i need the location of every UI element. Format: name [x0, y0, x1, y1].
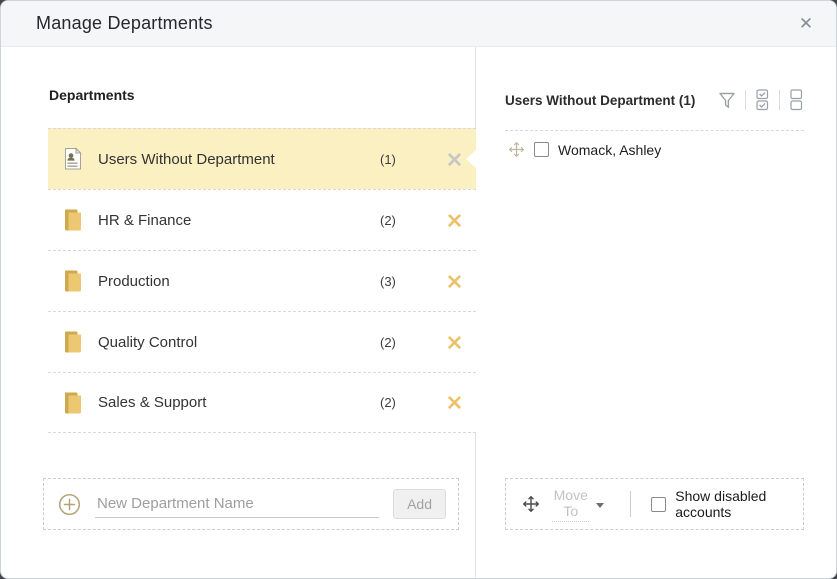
- department-name: Sales & Support: [98, 394, 207, 411]
- delete-department-icon[interactable]: [432, 152, 476, 167]
- users-panel-header: Users Without Department (1): [505, 89, 804, 111]
- users-panel-title: Users Without Department (1): [505, 92, 696, 108]
- move-to-dropdown[interactable]: Move To: [552, 487, 605, 522]
- users-panel-footer: Move To Show disabled accounts: [505, 478, 804, 530]
- departments-heading: Departments: [49, 87, 135, 103]
- chevron-down-icon: [596, 502, 605, 508]
- departments-panel: Departments Users Without: [1, 47, 476, 578]
- department-count: (2): [380, 334, 396, 350]
- department-row-sales-support[interactable]: Sales & Support (2): [48, 372, 476, 433]
- department-row-production[interactable]: Production (3): [48, 250, 476, 311]
- folder-icon: [61, 330, 85, 354]
- footer-divider: [630, 491, 632, 517]
- department-count: (2): [380, 212, 396, 228]
- move-to-label: Move To: [552, 487, 590, 522]
- show-disabled-checkbox[interactable]: [651, 496, 667, 512]
- filter-icon[interactable]: [718, 91, 736, 110]
- user-card-icon: [61, 147, 85, 171]
- department-count: (3): [380, 273, 396, 289]
- folder-icon: [61, 391, 85, 415]
- add-department-button[interactable]: Add: [393, 489, 446, 519]
- delete-department-icon[interactable]: [432, 213, 476, 228]
- department-row-hr-finance[interactable]: HR & Finance (2): [48, 189, 476, 250]
- toolbar-divider: [745, 90, 746, 110]
- deselect-all-icon[interactable]: [789, 89, 804, 111]
- dialog-header: Manage Departments ✕: [1, 1, 836, 47]
- department-row-users-without-department[interactable]: Users Without Department (1): [48, 128, 476, 189]
- department-count: (2): [380, 395, 396, 410]
- delete-department-icon[interactable]: [432, 395, 476, 410]
- show-disabled-accounts-toggle[interactable]: Show disabled accounts: [651, 488, 787, 520]
- department-name: Production: [98, 272, 170, 290]
- department-name: Quality Control: [98, 333, 198, 351]
- users-list-divider: [505, 130, 804, 131]
- delete-department-icon[interactable]: [432, 274, 476, 289]
- department-list: Users Without Department (1) HR & Finan: [48, 128, 476, 433]
- department-name: HR & Finance: [98, 211, 192, 229]
- user-checkbox[interactable]: [534, 142, 549, 157]
- department-row-quality-control[interactable]: Quality Control (2): [48, 311, 476, 372]
- department-count: (1): [380, 151, 396, 167]
- move-icon: [522, 495, 540, 513]
- user-row[interactable]: Womack, Ashley: [505, 131, 804, 158]
- user-name: Womack, Ashley: [558, 141, 662, 158]
- folder-icon: [61, 208, 85, 232]
- department-name: Users Without Department: [98, 150, 275, 168]
- delete-department-icon[interactable]: [432, 335, 476, 350]
- select-all-icon[interactable]: [755, 89, 770, 111]
- new-department-box: Add: [43, 478, 459, 530]
- new-department-input[interactable]: [95, 490, 380, 518]
- users-panel: Users Without Department (1): [476, 47, 836, 578]
- drag-handle-icon[interactable]: [508, 141, 525, 158]
- plus-circle-icon: [58, 493, 81, 516]
- close-icon[interactable]: ✕: [792, 10, 820, 38]
- folder-icon: [61, 269, 85, 293]
- toolbar-divider: [779, 90, 780, 110]
- dialog-title: Manage Departments: [36, 13, 213, 33]
- show-disabled-label: Show disabled accounts: [675, 488, 767, 520]
